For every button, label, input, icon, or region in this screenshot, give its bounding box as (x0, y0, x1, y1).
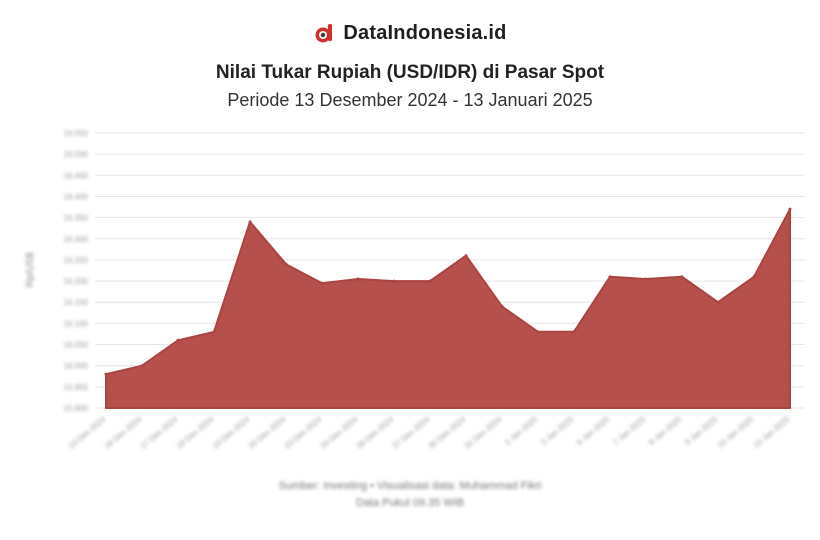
x-tick-label: 13 Jan 2025 (752, 414, 792, 450)
y-tick-label: 16.550 (64, 129, 89, 138)
y-tick-label: 16.100 (64, 319, 89, 328)
data-point (752, 275, 756, 279)
y-tick-label: 16.050 (64, 341, 89, 350)
y-tick-label: 15.950 (64, 383, 89, 392)
data-point (428, 279, 432, 283)
chart-title: Nilai Tukar Rupiah (USD/IDR) di Pasar Sp… (215, 62, 605, 83)
y-tick-label: 16.000 (64, 362, 89, 371)
x-tick-label: 2 Jan 2025 (503, 414, 540, 447)
y-tick-label: 16.450 (64, 171, 89, 180)
x-tick-label: 13 Des 2024 (67, 414, 108, 450)
x-tick-label: 10 Jan 2025 (716, 414, 756, 450)
y-axis-ticks: 15.900 15.950 16.000 16.050 16.100 16.150 16.2… (64, 129, 89, 413)
x-tick-label: 17 Des 2024 (139, 414, 180, 450)
data-point (104, 372, 108, 376)
x-tick-label: 7 Jan 2025 (611, 414, 648, 447)
data-point (140, 364, 144, 368)
data-point (500, 304, 504, 308)
x-tick-label: 18 Des 2024 (175, 414, 216, 450)
y-tick-label: 16.150 (64, 298, 89, 307)
x-tick-label: 26 Des 2024 (355, 414, 396, 450)
x-tick-label: 3 Jan 2025 (539, 414, 576, 447)
data-point (608, 275, 612, 279)
y-tick-label: 16.400 (64, 192, 89, 201)
data-point (356, 277, 360, 281)
data-point (536, 330, 540, 334)
y-tick-label: 16.300 (64, 235, 89, 244)
data-point (392, 279, 396, 283)
y-tick-label: 16.500 (64, 150, 89, 159)
x-tick-label: 16 Des 2024 (103, 414, 144, 450)
y-axis-label: Rp/US$ (25, 252, 36, 287)
x-tick-label: 31 Des 2024 (463, 414, 504, 450)
data-point (176, 338, 180, 342)
data-point (212, 330, 216, 334)
data-points (104, 207, 792, 376)
x-tick-label: 8 Jan 2025 (647, 414, 684, 447)
data-point (680, 275, 684, 279)
chart-subtitle: Periode 13 Desember 2024 - 13 Januari 20… (227, 90, 593, 110)
magnifier-logo-icon (315, 23, 333, 42)
data-point (716, 300, 720, 304)
x-tick-label: 27 Des 2024 (391, 414, 432, 450)
y-tick-label: 16.200 (64, 277, 89, 286)
brand-name: DataIndonesia.id (343, 22, 507, 44)
data-point (284, 262, 288, 266)
x-tick-label: 9 Jan 2025 (683, 414, 720, 447)
y-tick-label: 15.900 (64, 404, 89, 413)
data-point (572, 330, 576, 334)
data-point (464, 254, 468, 258)
y-tick-label: 16.350 (64, 214, 89, 223)
x-tick-label: 30 Des 2024 (427, 414, 468, 450)
x-tick-label: 23 Des 2024 (283, 414, 324, 450)
y-tick-label: 16.250 (64, 256, 89, 265)
data-point (788, 207, 792, 211)
data-point (644, 277, 648, 281)
data-point (248, 220, 252, 224)
time-note: Data Pukul 09.35 WIB (355, 497, 465, 509)
x-tick-label: 20 Des 2024 (247, 414, 288, 450)
x-tick-label: 24 Des 2024 (319, 414, 360, 450)
data-point (320, 281, 324, 285)
brand-header: DataIndonesia.id (0, 22, 820, 45)
x-tick-label: 6 Jan 2025 (575, 414, 612, 447)
source-note: Sumber: Investing • Visualisasi data: Mu… (278, 480, 542, 492)
area-chart: 15.900 15.950 16.000 16.050 16.100 16.150 16.2… (25, 129, 805, 451)
x-tick-label: 19 Des 2024 (211, 414, 252, 450)
